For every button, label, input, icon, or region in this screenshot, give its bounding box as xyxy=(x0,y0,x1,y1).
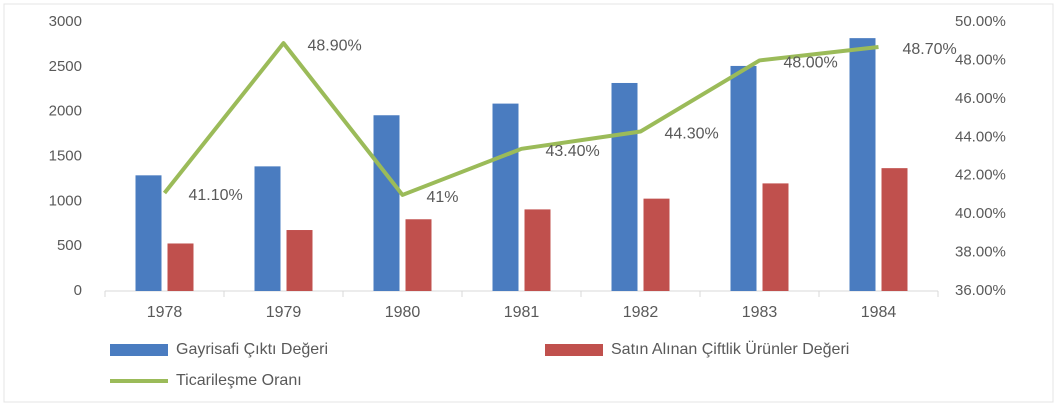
y-tick-label: 0 xyxy=(74,282,82,299)
legend-swatch xyxy=(545,344,603,356)
y-tick-label: 2000 xyxy=(49,103,82,120)
legend-label: Gayrisafi Çıktı Değeri xyxy=(176,341,328,358)
y-tick-label: 3000 xyxy=(49,13,82,30)
y2-tick-label: 36.00% xyxy=(955,282,1006,299)
bar xyxy=(762,183,789,291)
bar xyxy=(881,168,908,291)
line xyxy=(162,41,879,197)
y2-tick-label: 48.00% xyxy=(955,51,1006,68)
bar xyxy=(254,166,281,291)
bar xyxy=(730,65,757,291)
legend-label: Satın Alınan Çiftlik Ürünler Değeri xyxy=(611,340,849,358)
x-tick-label: 1984 xyxy=(861,304,897,321)
y-tick-label: 1000 xyxy=(49,192,82,209)
y2-tick-label: 44.00% xyxy=(955,128,1006,145)
legend-swatch xyxy=(110,344,168,356)
legend-label: Ticarileşme Oranı xyxy=(176,372,302,389)
x-tick-label: 1983 xyxy=(742,304,778,321)
chart-frame xyxy=(3,3,1054,403)
data-label: 48.90% xyxy=(308,37,362,54)
y2-tick-label: 50.00% xyxy=(955,13,1006,30)
bar xyxy=(611,82,638,292)
y-tick-label: 2500 xyxy=(49,58,82,75)
data-label: 48.70% xyxy=(903,41,957,58)
x-tick-label: 1979 xyxy=(266,304,302,321)
bar xyxy=(524,209,551,291)
bar xyxy=(405,219,432,291)
y2-tick-label: 46.00% xyxy=(955,90,1006,107)
x-tick-label: 1978 xyxy=(147,304,183,321)
y2-tick-label: 38.00% xyxy=(955,244,1006,261)
bar xyxy=(373,115,400,292)
bar xyxy=(167,243,194,291)
x-tick-label: 1980 xyxy=(385,304,421,321)
bar xyxy=(492,103,519,291)
data-label: 44.30% xyxy=(665,126,719,143)
x-tick-label: 1982 xyxy=(623,304,659,321)
data-label: 41% xyxy=(427,189,459,206)
bar xyxy=(135,175,162,291)
bar xyxy=(286,230,313,291)
data-label: 48.00% xyxy=(784,55,838,72)
bar xyxy=(849,38,876,291)
y2-tick-label: 40.00% xyxy=(955,205,1006,222)
bar xyxy=(643,198,670,291)
x-tick-label: 1981 xyxy=(504,304,540,321)
y2-tick-label: 42.00% xyxy=(955,167,1006,184)
y-tick-label: 1500 xyxy=(49,147,82,164)
data-label: 41.10% xyxy=(189,187,243,204)
y-tick-label: 500 xyxy=(57,237,82,254)
data-label: 43.40% xyxy=(546,143,600,160)
